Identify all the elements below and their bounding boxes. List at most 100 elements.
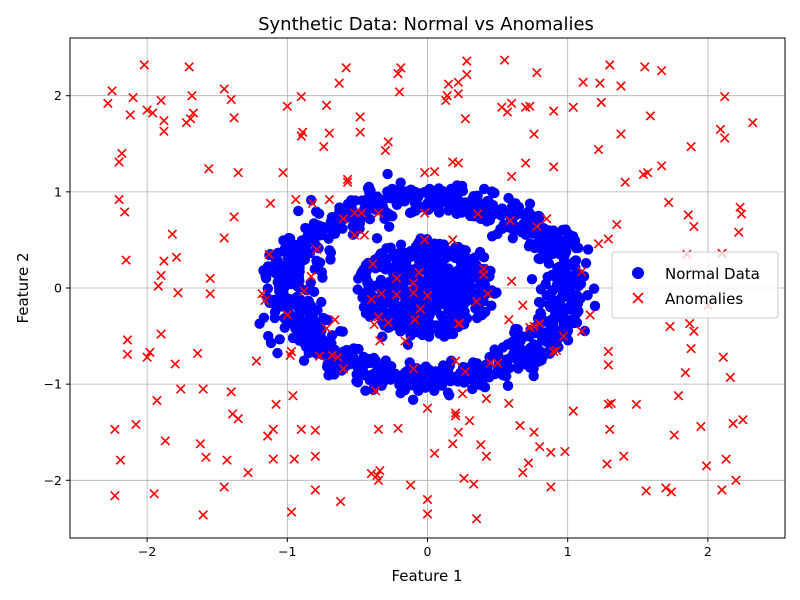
anomaly-point [725, 372, 736, 383]
normal-point [298, 355, 310, 366]
anomaly-point [546, 482, 556, 492]
normal-point [523, 241, 535, 252]
anomaly-point [149, 489, 159, 499]
anomaly-point [529, 129, 539, 139]
anomaly-point [728, 418, 738, 429]
anomaly-point [153, 281, 164, 291]
anomaly-point [585, 310, 595, 320]
anomaly-point [499, 55, 510, 65]
anomaly-point [515, 420, 525, 431]
normal-data-points [254, 168, 601, 405]
normal-point [363, 186, 375, 197]
anomaly-point [638, 169, 649, 180]
normal-point [489, 187, 500, 199]
normal-point [443, 390, 455, 401]
anomaly-point [366, 294, 377, 305]
normal-point [566, 278, 577, 289]
anomaly-point [330, 314, 340, 325]
anomaly-point [457, 389, 468, 399]
anomaly-point [604, 424, 615, 435]
legend-normal-label: Normal Data [665, 265, 760, 283]
anomaly-point [408, 288, 419, 298]
normal-point [447, 192, 458, 204]
normal-point [504, 217, 516, 229]
anomaly-point [443, 79, 454, 89]
anomaly-point [282, 101, 293, 112]
normal-point [388, 370, 400, 381]
normal-point [423, 312, 434, 324]
normal-point [383, 221, 395, 232]
normal-point [453, 288, 464, 299]
anomaly-point [666, 487, 677, 497]
anomaly-point [355, 112, 365, 122]
anomaly-point [391, 273, 402, 284]
anomaly-point [686, 343, 696, 354]
anomaly-point [175, 384, 186, 394]
anomaly-point [341, 63, 351, 73]
normal-point [364, 279, 376, 290]
anomaly-point [152, 395, 162, 406]
normal-point [555, 277, 566, 288]
anomaly-point [641, 486, 651, 496]
normal-point [479, 279, 491, 291]
anomaly-point [285, 350, 295, 361]
anomaly-point [338, 214, 349, 224]
normal-point [564, 292, 575, 303]
anomaly-point [603, 234, 614, 244]
anomaly-point [481, 451, 492, 462]
normal-point [514, 333, 525, 344]
legend-anomaly-label: Anomalies [665, 290, 743, 308]
anomaly-point [616, 129, 626, 139]
anomaly-point [447, 235, 458, 245]
normal-point [282, 304, 293, 315]
anomaly-point [453, 89, 464, 99]
normal-point [528, 346, 539, 357]
anomaly-point [222, 455, 232, 465]
anomaly-point [156, 270, 166, 281]
anomaly-point [478, 264, 489, 274]
anomaly-point [673, 390, 684, 401]
anomaly-point [593, 144, 604, 155]
x-axis-label: Feature 1 [392, 567, 463, 585]
normal-point [431, 243, 442, 254]
normal-point [300, 235, 311, 246]
anomaly-point [551, 345, 562, 356]
anomaly-point [485, 358, 496, 368]
normal-point [384, 321, 396, 332]
anomaly-point [147, 108, 158, 118]
anomaly-point [453, 77, 464, 87]
anomaly-point [233, 414, 244, 424]
anomaly-point [419, 167, 430, 178]
anomaly-point [268, 424, 279, 435]
anomaly-point [195, 439, 206, 449]
anomaly-point [505, 215, 515, 226]
anomaly-point [201, 452, 211, 462]
anomaly-point [481, 393, 492, 404]
anomaly-point [335, 496, 346, 507]
anomaly-point [342, 174, 353, 185]
normal-point [352, 284, 363, 295]
legend-normal-marker-icon [632, 267, 644, 279]
anomaly-point [520, 158, 531, 168]
anomaly-point [506, 276, 517, 287]
anomaly-point [243, 467, 253, 478]
anomaly-point [219, 482, 229, 492]
anomaly-point [596, 97, 607, 108]
normal-point [534, 211, 545, 223]
normal-point [491, 287, 502, 298]
anomaly-point [265, 198, 276, 209]
normal-point [433, 259, 444, 270]
normal-point [454, 202, 466, 213]
normal-point [329, 369, 340, 380]
anomaly-point [110, 424, 120, 435]
anomaly-point [718, 352, 729, 362]
anomaly-point [405, 480, 416, 490]
normal-point [435, 279, 446, 290]
normal-point [555, 264, 566, 276]
normal-point [465, 281, 477, 293]
anomaly-point [264, 249, 274, 260]
anomaly-point [349, 230, 360, 240]
normal-point [328, 360, 340, 372]
anomaly-point [450, 411, 461, 421]
anomaly-point [602, 459, 612, 469]
